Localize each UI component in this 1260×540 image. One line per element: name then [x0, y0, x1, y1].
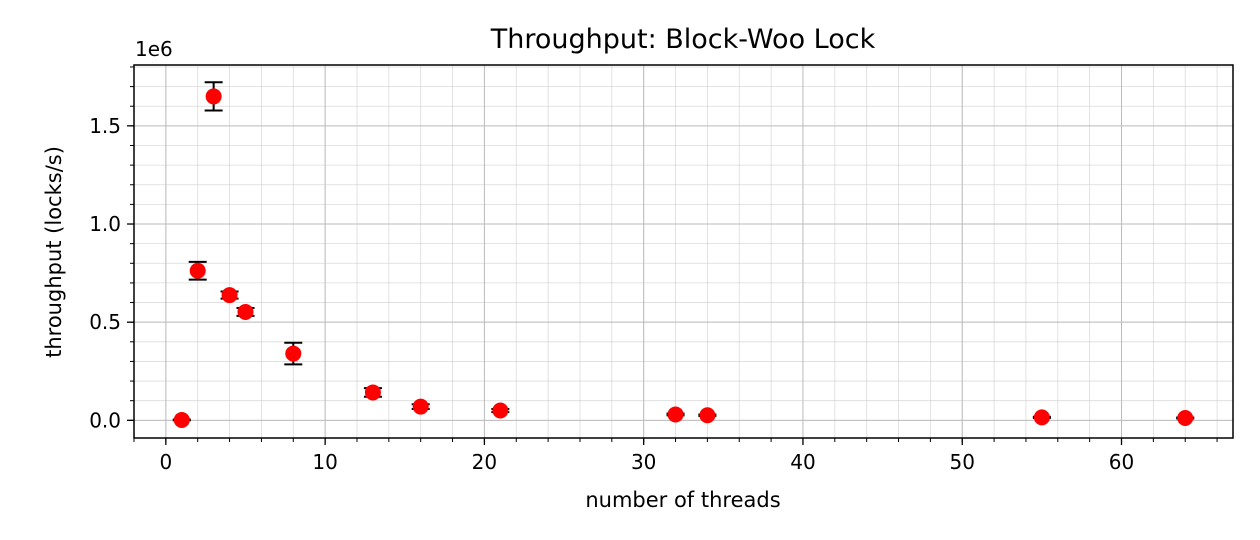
data-point — [699, 407, 716, 424]
y-axis-label: throughput (locks/s) — [42, 146, 66, 358]
data-point — [1177, 409, 1194, 426]
tick-layer: 0 10 20 30 40 50 60 0.0 0.5 1.0 1.5 — [89, 66, 1218, 474]
grid-layer — [133, 65, 1233, 438]
data-point — [412, 398, 429, 415]
y-tick-label: 1.5 — [89, 114, 121, 138]
chart-title: Throughput: Block-Woo Lock — [490, 24, 876, 55]
y-tick-label: 0.0 — [89, 408, 121, 432]
x-tick-label: 10 — [312, 450, 337, 474]
data-point — [667, 406, 684, 423]
x-tick-label: 20 — [472, 450, 497, 474]
data-point — [364, 384, 381, 401]
data-point — [237, 303, 254, 320]
data-point — [1033, 409, 1050, 426]
data-point — [221, 287, 238, 304]
x-tick-label: 40 — [790, 450, 815, 474]
data-point — [189, 262, 206, 279]
plot-frame — [133, 64, 1234, 439]
x-tick-label: 0 — [159, 450, 172, 474]
marker-layer — [173, 88, 1194, 428]
y-tick-label: 1.0 — [89, 212, 121, 236]
x-tick-label: 30 — [631, 450, 656, 474]
data-point — [173, 411, 190, 428]
data-point — [205, 88, 222, 105]
x-tick-label: 60 — [1109, 450, 1134, 474]
y-multiplier-label: 1e6 — [135, 37, 173, 61]
y-tick-label: 0.5 — [89, 310, 121, 334]
x-axis-label: number of threads — [585, 488, 780, 512]
data-point — [492, 402, 509, 419]
data-point — [285, 345, 302, 362]
errorbar-layer — [172, 81, 1195, 422]
x-tick-label: 50 — [950, 450, 975, 474]
